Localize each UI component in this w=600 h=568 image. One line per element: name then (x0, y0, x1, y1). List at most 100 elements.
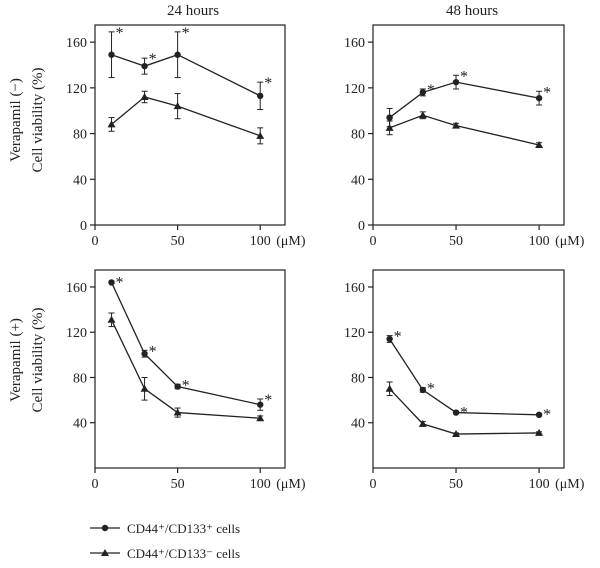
x-tick-label: 0 (92, 234, 99, 249)
legend-circle-marker (101, 524, 109, 532)
data-point-triangle (535, 141, 544, 148)
data-point-triangle (107, 315, 116, 323)
data-point-triangle (173, 408, 182, 416)
column-title-24h: 24 hours (167, 3, 219, 19)
x-tick-label: 50 (171, 477, 185, 492)
data-point-triangle (140, 93, 149, 100)
legend-item-positive: CD44⁺/CD133⁺ cells (90, 521, 240, 536)
panel-48h-top: 0 40 80 120 160 0 50 100 (μM) * * * (344, 24, 585, 249)
row-label-bottom: Verapamil (+) Cell viability (%) (8, 308, 46, 413)
legend-triangle-marker (101, 549, 109, 556)
data-point-circle (452, 78, 460, 86)
x-tick-label: 50 (171, 234, 185, 249)
data-point-circle (419, 89, 427, 96)
y-tick-label: 160 (344, 36, 365, 51)
data-point-triangle (256, 414, 265, 422)
series-line-negative (110, 319, 261, 419)
significance-star: * (427, 381, 435, 398)
series-line-positive (389, 338, 540, 416)
significance-star: * (264, 75, 272, 92)
legend-item-negative: CD44⁺/CD133⁻ cells (90, 546, 240, 561)
data-point-triangle (173, 102, 182, 110)
series-line-positive (110, 282, 261, 406)
y-tick-label: 120 (344, 82, 365, 97)
y-tick-label: 160 (66, 281, 87, 296)
data-point-circle (174, 51, 181, 58)
data-point-triangle (452, 430, 461, 438)
data-point-circle (174, 383, 181, 390)
row-label-top-line2: Cell viability (%) (30, 68, 46, 173)
data-point-triangle (385, 123, 394, 131)
y-tick-label: 80 (351, 371, 365, 386)
y-tick-label: 80 (351, 128, 365, 143)
column-title-48h: 48 hours (446, 3, 498, 19)
data-point-circle (108, 279, 115, 286)
data-point-triangle (535, 428, 544, 436)
legend: CD44⁺/CD133⁺ cells CD44⁺/CD133⁻ cells (90, 521, 240, 561)
y-tick-label: 120 (344, 326, 365, 341)
x-tick-label: 0 (370, 234, 377, 249)
row-label-top: Verapamil (−) Cell viability (%) (8, 68, 46, 173)
x-tick-label: 100 (529, 477, 550, 492)
x-unit-label: (μM) (555, 477, 585, 492)
series-line-negative (389, 114, 540, 146)
y-tick-label: 0 (80, 219, 87, 234)
series-line-negative (111, 96, 261, 137)
y-tick-label: 120 (66, 326, 87, 341)
x-tick-label: 100 (250, 234, 271, 249)
data-point-circle (257, 92, 264, 100)
data-point-circle (419, 386, 427, 394)
x-tick-label: 0 (370, 477, 377, 492)
row-label-bottom-line2: Cell viability (%) (30, 308, 46, 413)
data-point-triangle (140, 384, 149, 392)
significance-star: * (460, 68, 468, 85)
significance-star: * (182, 377, 190, 394)
y-tick-label: 80 (73, 128, 87, 143)
plot-frame (94, 269, 286, 469)
data-point-circle (535, 411, 543, 419)
row-label-bottom-line1: Verapamil (+) (8, 318, 24, 402)
panel-48h-bottom: 40 80 120 160 0 50 100 (μM) * * * * (344, 269, 585, 492)
significance-star: * (394, 329, 402, 346)
significance-star: * (427, 82, 435, 99)
significance-star: * (149, 51, 157, 68)
data-point-circle (141, 350, 148, 357)
x-tick-label: 0 (92, 477, 99, 492)
plot-frame (372, 269, 565, 469)
y-tick-label: 40 (73, 173, 87, 188)
significance-star: * (264, 392, 272, 409)
data-point-triangle (418, 419, 427, 427)
significance-star: * (182, 25, 190, 42)
data-point-circle (452, 409, 460, 416)
data-point-circle (386, 114, 393, 121)
significance-star: * (543, 84, 551, 101)
data-point-circle (141, 62, 148, 70)
data-point-circle (535, 94, 543, 102)
data-point-triangle (452, 121, 461, 129)
x-tick-label: 50 (449, 234, 463, 249)
x-tick-label: 50 (449, 477, 463, 492)
y-tick-label: 40 (73, 417, 87, 432)
series-line-positive (389, 81, 540, 119)
data-point-circle (386, 335, 393, 343)
panel-24h-top: 0 40 80 120 160 0 50 100 (μM) * * * * (66, 24, 306, 249)
chart-panels: 0 40 80 120 160 0 50 100 (μM) * * * * 0 40 80 120 160 0 50 1… (66, 24, 585, 492)
y-tick-label: 40 (351, 173, 365, 188)
significance-star: * (149, 343, 157, 360)
data-point-circle (108, 51, 115, 58)
y-tick-label: 80 (73, 371, 87, 386)
y-tick-label: 160 (344, 281, 365, 296)
plot-frame (372, 24, 565, 226)
legend-label-positive: CD44⁺/CD133⁺ cells (127, 521, 240, 536)
y-tick-label: 120 (66, 82, 87, 97)
data-point-circle (257, 401, 264, 408)
plot-frame (94, 24, 286, 226)
x-unit-label: (μM) (276, 477, 306, 492)
x-unit-label: (μM) (276, 234, 306, 249)
series-line-positive (111, 54, 261, 97)
x-unit-label: (μM) (555, 234, 585, 249)
significance-star: * (460, 404, 468, 421)
data-point-triangle (385, 384, 394, 392)
legend-label-negative: CD44⁺/CD133⁻ cells (127, 546, 240, 561)
significance-star: * (116, 274, 124, 291)
